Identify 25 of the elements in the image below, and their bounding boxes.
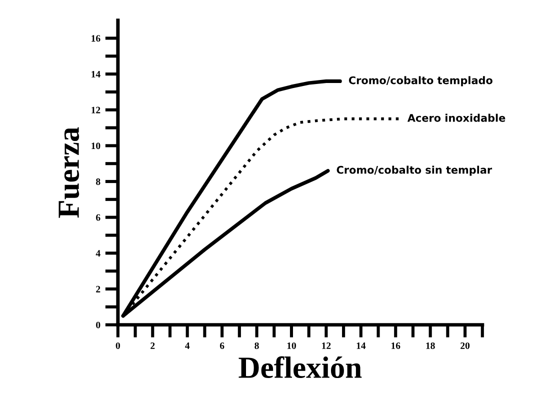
x-tick-label: 12 bbox=[322, 342, 331, 349]
y-tick-label: 4 bbox=[96, 250, 100, 257]
x-tick-label: 0 bbox=[116, 342, 120, 350]
x-tick-label: 14 bbox=[356, 342, 366, 349]
y-tick-label: 14 bbox=[92, 70, 100, 78]
y-tick-label: 12 bbox=[92, 106, 100, 114]
y-tick-label: 2 bbox=[96, 286, 100, 292]
series-label: Cromo/cobalto templado bbox=[348, 76, 492, 86]
y-tick-label: 10 bbox=[92, 142, 100, 150]
x-axis-title: Deflexión bbox=[238, 356, 362, 378]
x-tick-label: 20 bbox=[460, 342, 470, 350]
y-tick-label: 0 bbox=[96, 322, 100, 328]
series-label: Acero inoxidable bbox=[407, 114, 506, 122]
series-label: Cromo/cobalto sin templar bbox=[336, 166, 492, 176]
x-tick-label: 18 bbox=[426, 342, 435, 350]
x-tick-label: 6 bbox=[220, 342, 224, 350]
x-tick-label: 10 bbox=[287, 342, 296, 350]
y-tick-label: 6 bbox=[96, 214, 100, 221]
x-tick-label: 2 bbox=[150, 342, 155, 349]
x-tick-label: 4 bbox=[185, 342, 190, 349]
y-tick-label: 8 bbox=[96, 178, 100, 185]
y-tick-label: 16 bbox=[92, 35, 100, 42]
x-tick-label: 16 bbox=[392, 342, 400, 350]
x-tick-label: 8 bbox=[254, 342, 259, 350]
y-axis-title: Fuerza bbox=[58, 127, 80, 218]
